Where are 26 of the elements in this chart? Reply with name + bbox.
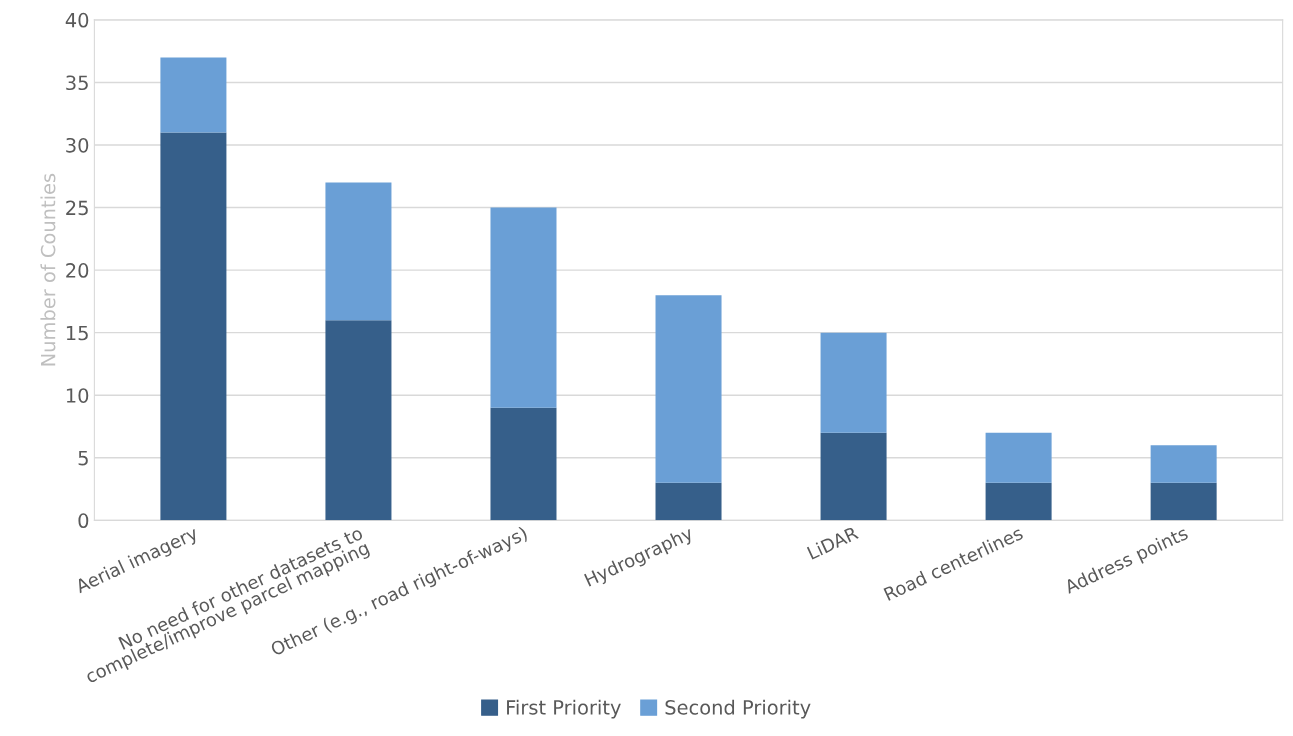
bar — [160, 57, 227, 133]
y-tick-label: 0 — [78, 513, 89, 529]
y-tick-label: 20 — [66, 263, 89, 278]
legend-label: Second Priority — [665, 699, 811, 719]
bar — [655, 295, 722, 483]
bar — [1150, 445, 1217, 483]
bar — [655, 482, 722, 521]
bar — [820, 432, 887, 521]
bar — [325, 320, 392, 521]
y-tick-label: 40 — [65, 12, 89, 28]
bar — [985, 432, 1052, 483]
bar — [1150, 482, 1217, 521]
y-tick-label: 30 — [66, 137, 89, 153]
y-tick-label: 25 — [66, 200, 88, 216]
bar — [985, 482, 1052, 521]
y-tick-label: 10 — [66, 388, 89, 403]
bar — [325, 182, 392, 321]
bar — [820, 332, 887, 433]
y-axis-title: Number of Counties — [40, 173, 56, 366]
legend-label: First Priority — [507, 699, 621, 719]
bar — [490, 207, 557, 408]
bar — [490, 407, 557, 521]
y-tick-label: 5 — [78, 451, 88, 466]
bar — [160, 132, 227, 521]
y-tick-label: 15 — [66, 325, 88, 341]
y-tick-label: 35 — [66, 75, 88, 91]
